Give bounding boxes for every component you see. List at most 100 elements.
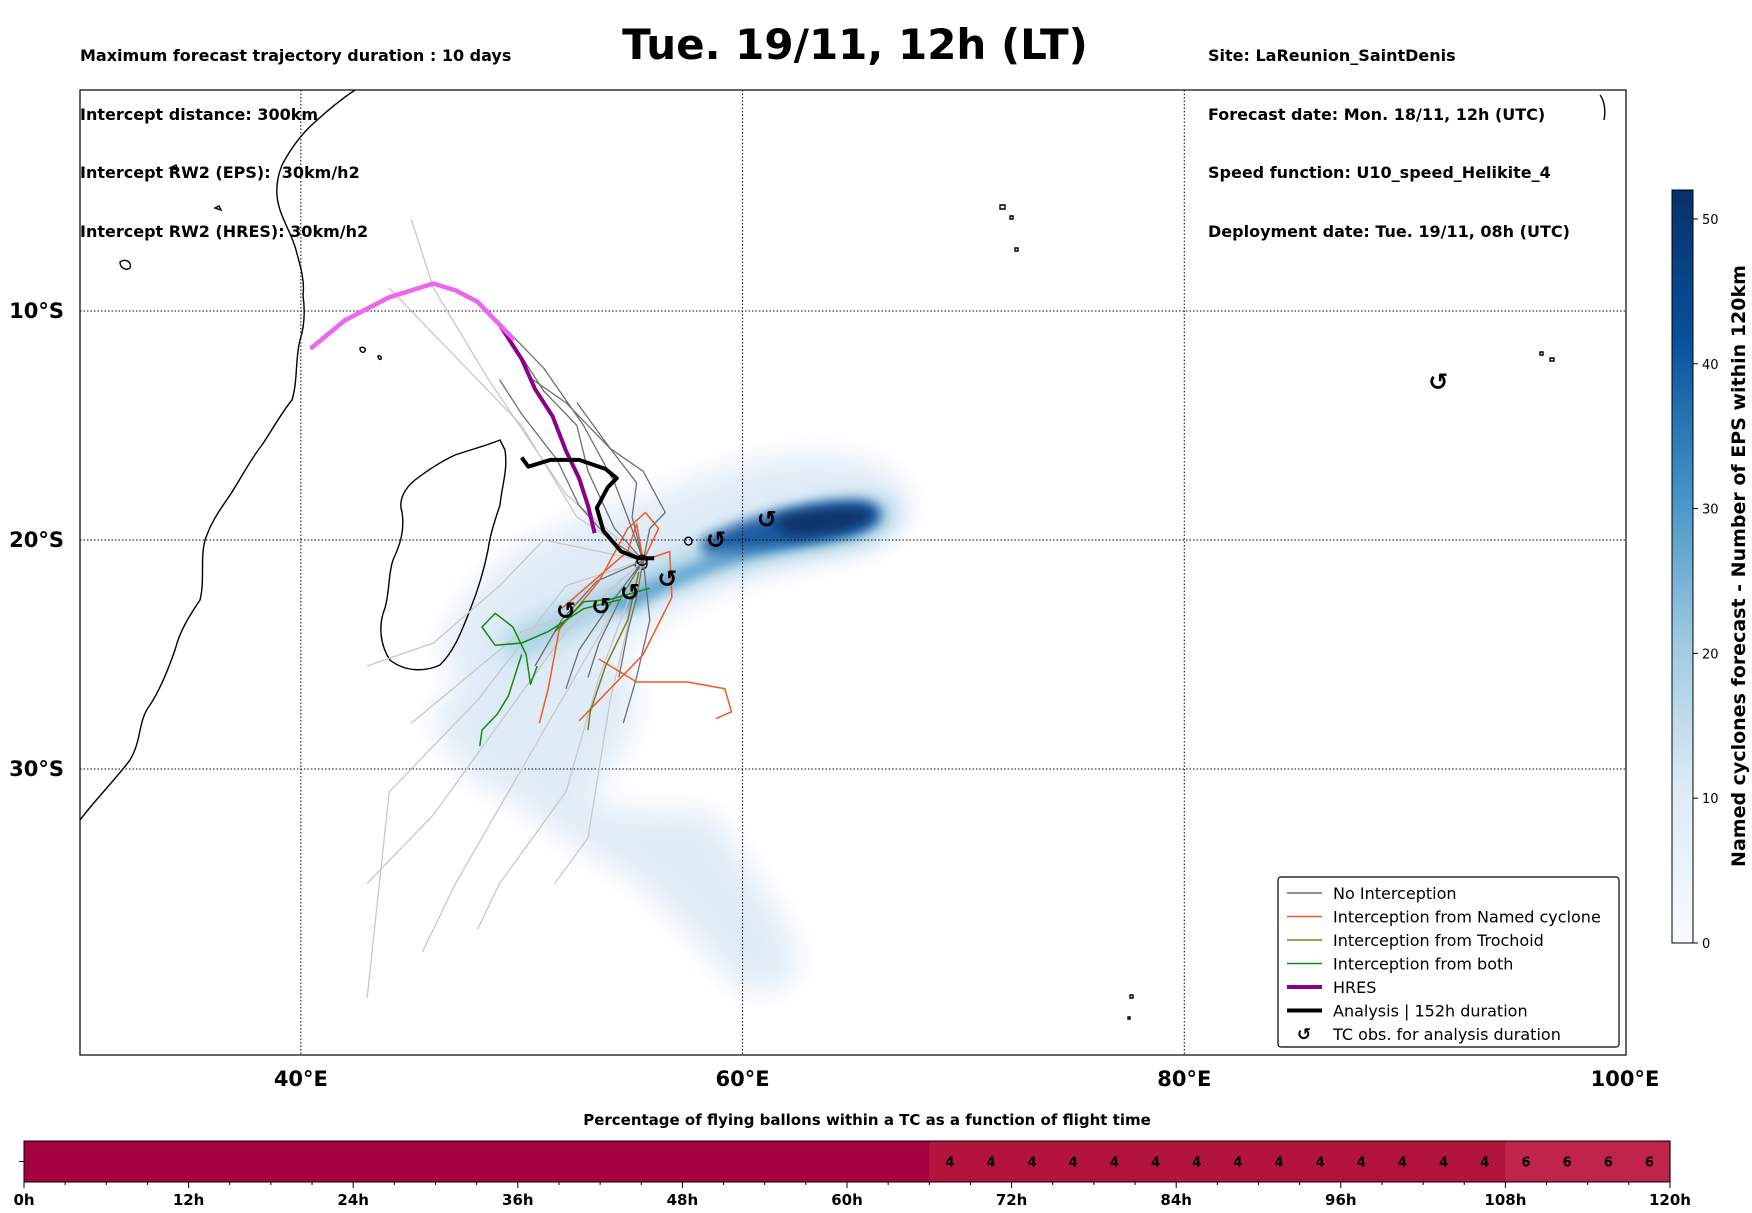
time-bar-value-label: 4 [1028, 1156, 1037, 1171]
time-bar-segment [929, 1141, 972, 1182]
time-bar-segment [1217, 1141, 1260, 1182]
ensemble-member-track [476, 560, 644, 930]
header-right-line: Forecast date: Mon. 18/11, 12h (UTC) [1208, 104, 1546, 124]
time-bar-tick-label: 24h [337, 1191, 369, 1209]
time-bar-tick-label: 12h [173, 1191, 205, 1209]
ensemble-member-track [366, 559, 644, 999]
time-bar-value-label: 4 [1069, 1156, 1078, 1171]
colorbar-tick-label: 40 [1702, 358, 1719, 373]
lon-tick-label: 40°E [274, 1067, 328, 1091]
both-interception-track [479, 654, 523, 747]
time-bar-segment [1381, 1141, 1424, 1182]
map-area: ↺ ↺ ↺ ↺ ↺ ↺ ↺ [80, 90, 1626, 1055]
lon-tick-label: 60°E [716, 1067, 770, 1091]
tc-symbol: ↺ [657, 565, 677, 593]
time-bar-value-label: 4 [1357, 1156, 1366, 1171]
lon-tick-label: 80°E [1157, 1067, 1211, 1091]
time-bar-value-label: 4 [1192, 1156, 1201, 1171]
time-bar-value-label: 4 [987, 1156, 996, 1171]
time-bar-tick-label: 84h [1160, 1191, 1192, 1209]
ensemble-member-track [366, 560, 644, 884]
ensemble-member-track [421, 560, 644, 953]
time-bar-segment [1628, 1141, 1671, 1182]
time-bar-tick-label: 108h [1484, 1191, 1526, 1209]
ensemble-member-track [410, 560, 644, 724]
colorbar-tick-label: 50 [1702, 213, 1719, 228]
time-bar-segment [1587, 1141, 1630, 1182]
colorbar-tick-label: 30 [1702, 503, 1719, 518]
named-cyclone-track [561, 523, 644, 610]
tc-symbol: ↺ [706, 526, 726, 554]
africa-coastline [80, 90, 356, 821]
time-bar-value-label: 4 [1110, 1156, 1119, 1171]
tc-symbol: ↺ [620, 579, 640, 607]
colorbar-title: Named cyclones forecast - Number of EPS … [1728, 265, 1750, 867]
ensemble-member-track [388, 287, 644, 562]
both-interception-track [481, 598, 622, 686]
named-cyclone-track [578, 550, 673, 722]
lat-labels: 10°S 20°S 30°S [9, 299, 64, 781]
time-bar-title: Percentage of flying ballons within a TC… [583, 1111, 1151, 1129]
time-bar-segment [1546, 1141, 1589, 1182]
kenya-tanzania-islands [119, 164, 223, 270]
no-interception-track [532, 379, 644, 561]
legend-label: Interception from Named cyclone [1333, 908, 1601, 927]
header-left-line: Intercept RW2 (EPS): 30km/h2 [80, 163, 360, 182]
time-bar-value-label: 4 [1316, 1156, 1325, 1171]
site-marker [636, 554, 648, 566]
ensemble-member-track [554, 560, 644, 884]
lon-labels: 40°E 60°E 80°E 100°E [274, 1067, 1660, 1091]
time-bar-segment [1135, 1141, 1177, 1182]
time-bar-value-label: 6 [1645, 1156, 1654, 1171]
time-bar-tick-label: 0h [13, 1191, 34, 1209]
header-right-line: Speed function: U10_speed_Helikite_4 [1208, 163, 1551, 182]
header-right: Site: LaReunion_SaintDenis Forecast date… [1208, 7, 1570, 261]
hres-line-early [309, 281, 516, 350]
time-bar-value-label: 4 [1151, 1156, 1160, 1171]
both-interception-track [554, 587, 651, 633]
tc-symbol: ↺ [1428, 368, 1448, 396]
time-bar-tick-label: 72h [996, 1191, 1028, 1209]
lat-tick-label: 30°S [9, 757, 64, 781]
time-bar-segment [1464, 1141, 1506, 1182]
ensemble-tracks-no-interception [499, 321, 666, 724]
chart-title: Tue. 19/11, 12h (LT) [622, 20, 1088, 69]
legend-label: Interception from Trochoid [1333, 931, 1544, 950]
time-bar-segment [1258, 1141, 1301, 1182]
legend-label: Interception from both [1333, 955, 1513, 974]
site-dot [636, 554, 648, 566]
tracks-named-cyclone [538, 511, 733, 724]
time-bar-segment [1011, 1141, 1054, 1182]
time-bar: Percentage of flying ballons within a TC… [13, 1111, 1691, 1209]
named-cyclone-track [538, 511, 660, 724]
header-left: Maximum forecast trajectory duration : 1… [80, 7, 511, 261]
legend-label: No Interception [1333, 884, 1457, 903]
lat-tick-label: 20°S [9, 528, 64, 552]
seychelles-islands [999, 204, 1019, 252]
trochoid-track [587, 571, 640, 731]
ensemble-member-track [366, 539, 644, 667]
time-bar-tick-label: 96h [1325, 1191, 1357, 1209]
no-interception-track [565, 560, 644, 690]
time-bar-value-label: 4 [1233, 1156, 1242, 1171]
time-bar-segment [1176, 1141, 1218, 1182]
colorbar: Named cyclones forecast - Number of EPS … [1671, 189, 1750, 952]
time-bar-value-label: 6 [1521, 1156, 1530, 1171]
time-bar-segment [1423, 1141, 1465, 1182]
time-bar-value-label: 6 [1604, 1156, 1613, 1171]
no-interception-track [587, 560, 644, 678]
lat-tick-label: 10°S [9, 299, 64, 323]
time-bar-value-label: 4 [1398, 1156, 1407, 1171]
legend-label: HRES [1333, 978, 1376, 997]
no-interception-track [576, 402, 666, 561]
map-frame [79, 89, 1627, 1056]
analysis-track [520, 456, 655, 561]
legend-tc-icon: ↺ [1297, 1025, 1311, 1045]
header-left-line: Maximum forecast trajectory duration : 1… [80, 46, 512, 65]
time-bar-segment [1093, 1141, 1136, 1182]
time-bar-segment [1299, 1141, 1342, 1182]
legend-box [1277, 876, 1620, 1048]
colorbar-tick-label: 10 [1702, 792, 1719, 807]
colorbar-tick-label: 0 [1702, 937, 1710, 952]
